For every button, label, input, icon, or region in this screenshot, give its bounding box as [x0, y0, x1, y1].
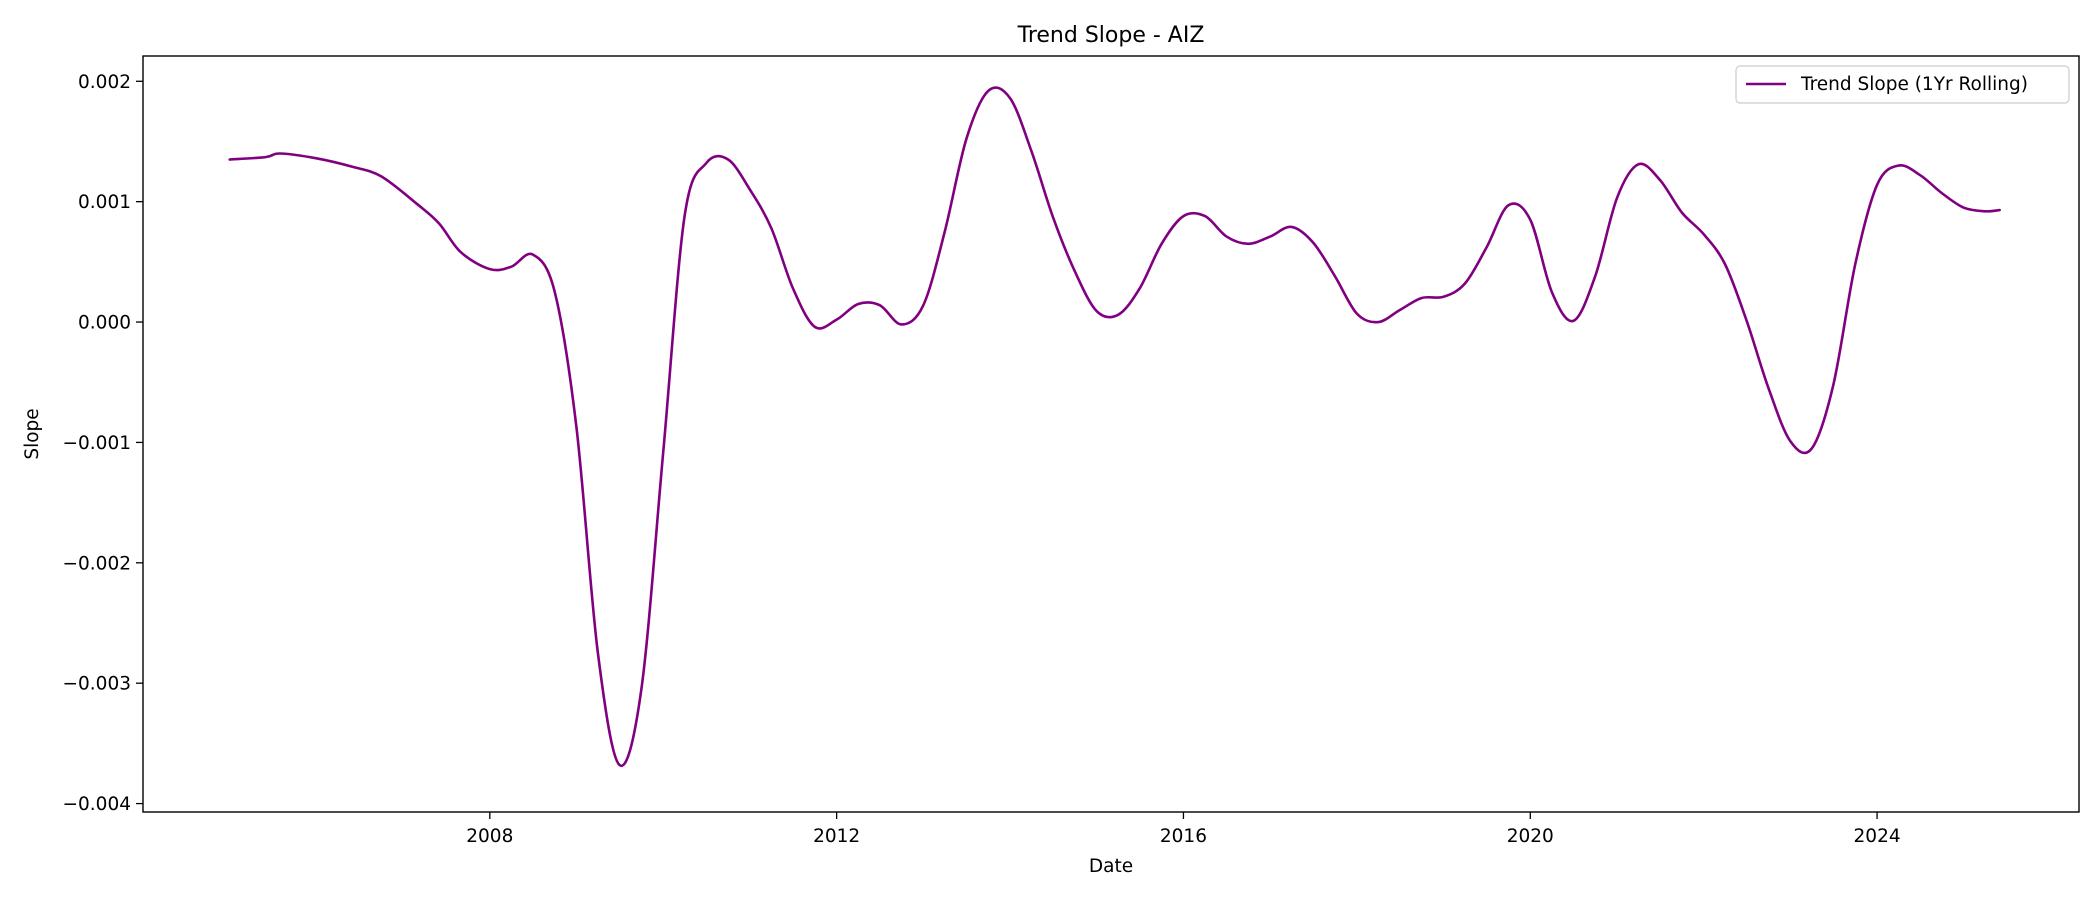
x-axis-label: Date	[1089, 856, 1133, 877]
legend: Trend Slope (1Yr Rolling)	[1735, 65, 2070, 104]
x-tick-label: 2016	[1160, 826, 1207, 847]
y-axis-label: Slope	[22, 408, 43, 459]
x-axis: 2008 2012 2016 2020 2024	[466, 812, 1901, 847]
legend-box	[1735, 65, 2070, 104]
y-tick-label: 0.002	[78, 72, 131, 93]
y-tick-label: −0.003	[63, 674, 131, 695]
chart-title: Trend Slope - AIZ	[1017, 23, 1205, 48]
legend-label: Trend Slope (1Yr Rolling)	[1800, 74, 2028, 95]
y-tick-label: −0.002	[63, 553, 131, 574]
x-tick-label: 2012	[813, 826, 860, 847]
series-line-0	[228, 86, 2001, 768]
y-tick-label: −0.004	[63, 794, 131, 815]
plot-area	[228, 86, 2001, 768]
y-tick-label: 0.001	[78, 192, 131, 213]
y-tick-label: 0.000	[78, 313, 131, 334]
y-axis: 0.002 0.001 0.000 −0.001 −0.002 −0.003 −0.004	[63, 72, 143, 815]
y-tick-label: −0.001	[63, 433, 131, 454]
x-tick-label: 2008	[466, 826, 513, 847]
x-tick-label: 2020	[1507, 826, 1554, 847]
x-tick-label: 2024	[1854, 826, 1901, 847]
plot-frame	[142, 55, 2080, 813]
